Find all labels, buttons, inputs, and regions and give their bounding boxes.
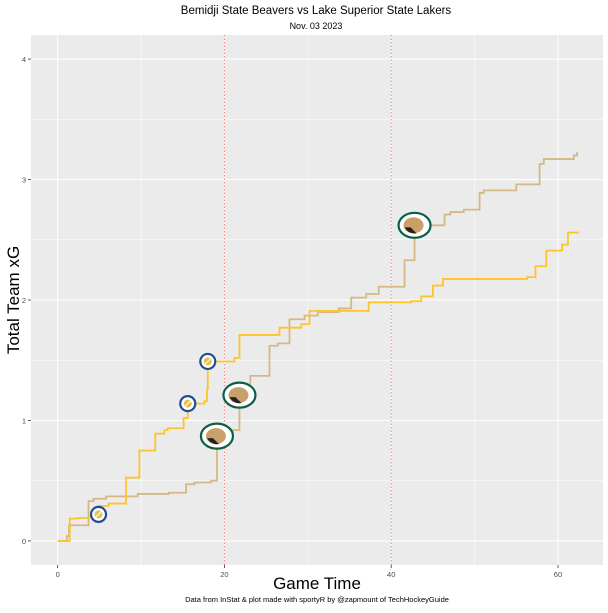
beaver-shadow [229,397,242,404]
x-tick-label: 40 [387,570,395,579]
x-tick-label: 0 [56,570,60,579]
y-axis-label: Total Team xG [4,246,23,354]
y-tick-label: 3 [22,176,26,185]
series-lines [57,151,579,542]
chart-caption: Data from InStat & plot made with sporty… [185,595,449,604]
y-tick-label: 0 [22,537,26,546]
goal-markers [89,211,432,524]
beaver-shadow [206,438,219,445]
lakers-xg-line [57,231,579,542]
beavers-logo-icon [222,381,257,409]
beavers-logo-icon [199,422,235,450]
y-tick-label: 4 [22,55,26,64]
y-tick-label: 2 [22,296,26,305]
lakers-logo-icon [89,505,108,524]
laker-anchor [95,511,102,518]
chart-subtitle: Nov. 03 2023 [290,21,343,31]
axis-ticks: 0 20 40 60 0 1 2 3 4 [22,55,562,579]
beavers-xg-line [57,151,579,542]
lakers-logo-icon [179,394,197,413]
lakers-logo-icon [199,352,217,371]
beaver-shadow [404,227,417,234]
x-tick-label: 60 [554,570,562,579]
beavers-logo-icon [397,211,432,239]
chart-title: Bemidji State Beavers vs Lake Superior S… [181,5,452,17]
period-lines [223,35,392,565]
x-axis-label: Game Time [273,574,361,593]
laker-anchor [184,400,192,407]
y-tick-label: 1 [22,416,26,425]
laker-anchor [204,358,212,365]
x-tick-label: 20 [220,570,228,579]
